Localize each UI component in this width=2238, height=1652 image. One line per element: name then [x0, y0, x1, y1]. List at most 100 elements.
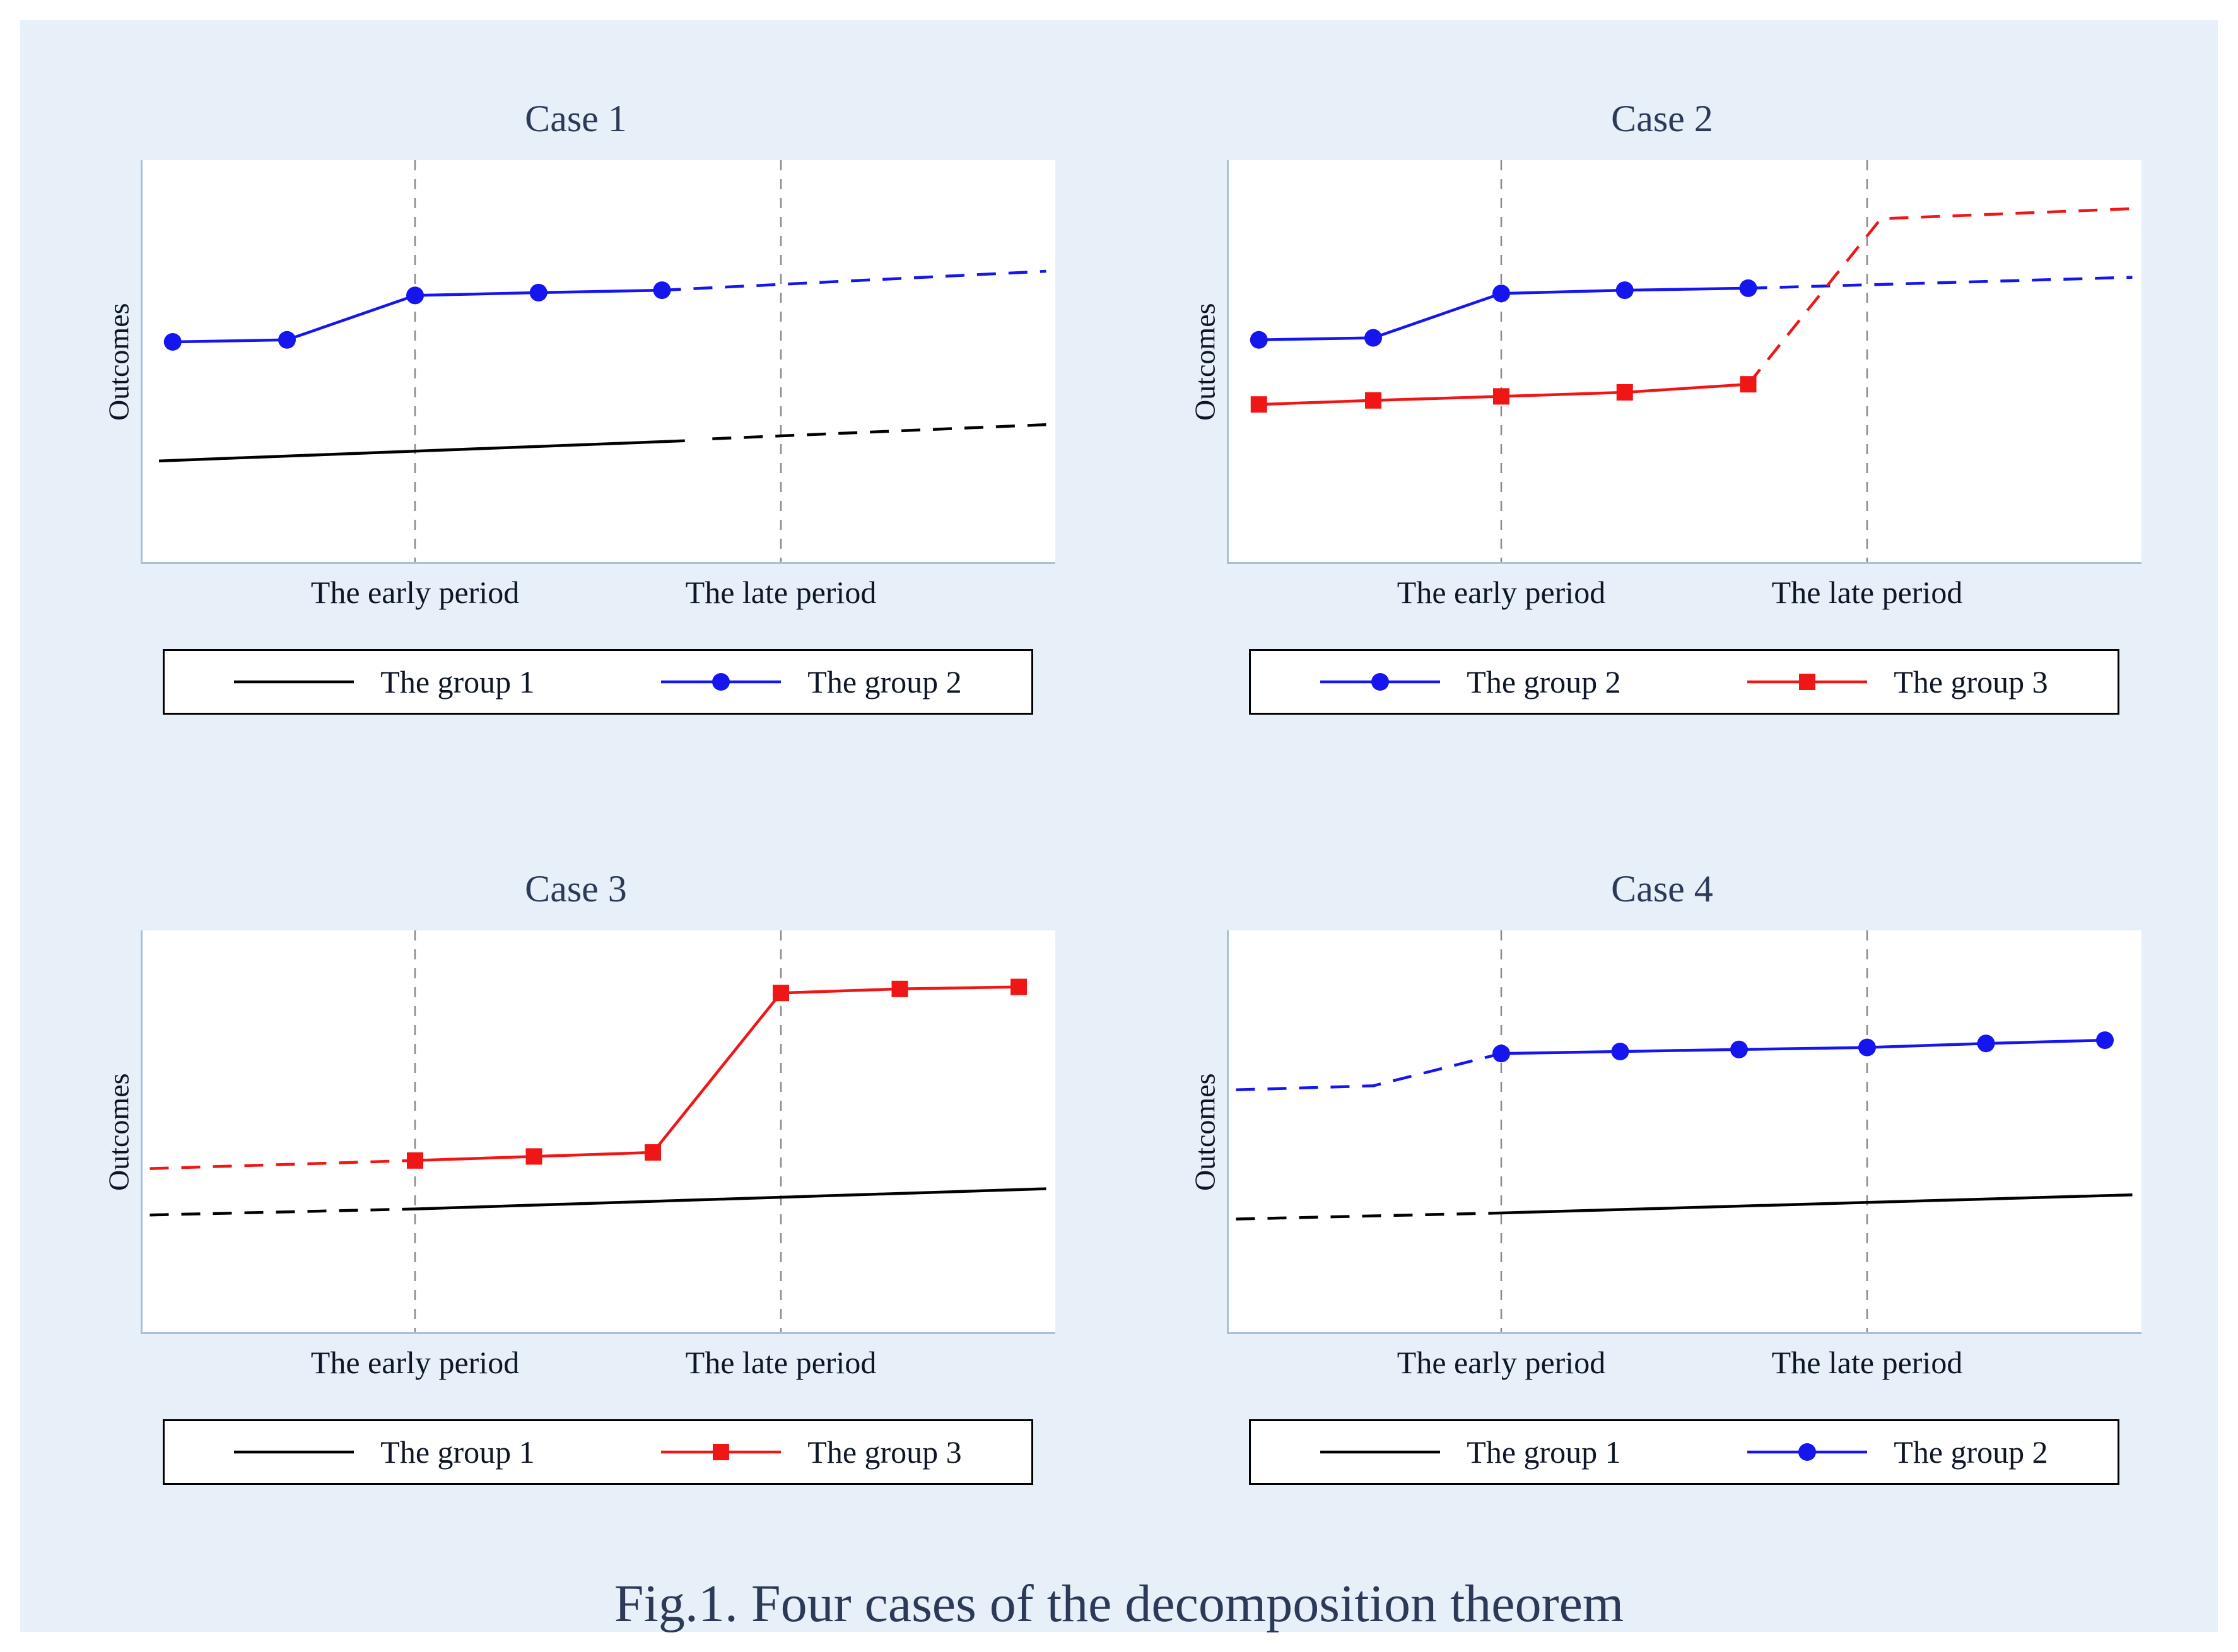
- y-axis-label: Outcomes: [102, 1073, 135, 1192]
- legend-sample-line: [1747, 1443, 1868, 1461]
- circle-marker: [1611, 1043, 1629, 1060]
- legend-label: The group 1: [1467, 1434, 1621, 1470]
- square-marker: [1616, 384, 1633, 401]
- square-marker: [773, 985, 789, 1002]
- x-axis-labels: The early period The late period: [1227, 564, 2141, 621]
- plot-wrap: Outcomes: [1183, 160, 2141, 564]
- series-line: [1236, 1052, 1502, 1092]
- x-tick-label: The early period: [310, 575, 520, 610]
- plot-area: [141, 930, 1055, 1334]
- square-marker: [891, 980, 908, 997]
- square-marker: [1799, 674, 1816, 690]
- legend: The group 1 The group 2: [163, 649, 1033, 715]
- square-marker: [525, 1148, 542, 1165]
- x-tick-label: The late period: [1771, 575, 1963, 610]
- x-axis-labels: The early period The late period: [1227, 1334, 2141, 1391]
- y-axis-label: Outcomes: [102, 303, 135, 421]
- legend-sample-line: [1320, 1450, 1441, 1454]
- legend-item: The group 2: [1257, 664, 1684, 700]
- circle-marker: [1250, 331, 1268, 349]
- series-line: [712, 423, 1046, 440]
- square-marker: [1740, 376, 1757, 393]
- circle-marker: [1858, 1038, 1876, 1057]
- circle-marker: [1364, 329, 1382, 347]
- figure-panel: Case 1 Outcomes The early period The late…: [20, 20, 2218, 1633]
- chart-title: Case 4: [1611, 868, 1713, 910]
- square-marker: [1011, 978, 1027, 995]
- series-line: [1236, 1211, 1502, 1221]
- chart-title: Case 2: [1611, 98, 1713, 139]
- legend-label: The group 2: [807, 664, 962, 700]
- square-marker: [407, 1152, 423, 1169]
- legend-row: The group 1 The group 3: [141, 1419, 1055, 1485]
- series-line: [149, 1159, 416, 1170]
- circle-marker: [1492, 1045, 1510, 1063]
- circle-marker: [529, 283, 548, 302]
- x-tick-label: The early period: [1397, 575, 1606, 610]
- square-marker: [713, 1444, 730, 1460]
- legend-item: The group 1: [171, 1434, 598, 1470]
- x-tick-label: The early period: [310, 1345, 520, 1380]
- x-axis-labels: The early period The late period: [141, 564, 1055, 621]
- legend-item: The group 3: [598, 1434, 1025, 1470]
- legend-item: The group 1: [1257, 1434, 1684, 1470]
- legend-label: The group 3: [1894, 664, 2048, 700]
- chart-case-3: Case 3 Outcomes The early period The late…: [77, 866, 1075, 1485]
- x-tick-label: The late period: [1771, 1345, 1963, 1380]
- legend-row: The group 2 The group 3: [1227, 649, 2141, 715]
- circle-marker: [1371, 673, 1390, 691]
- plot-area: [1227, 160, 2141, 564]
- legend-label: The group 3: [807, 1434, 962, 1470]
- square-marker: [1250, 396, 1267, 413]
- legend-sample-line: [661, 673, 782, 691]
- x-tick-label: The early period: [1397, 1345, 1606, 1380]
- legend-row: The group 1 The group 2: [141, 649, 1055, 715]
- legend-sample-line: [661, 1444, 782, 1460]
- legend-label: The group 2: [1467, 664, 1621, 700]
- square-marker: [1365, 392, 1381, 409]
- series-line: [1747, 207, 2133, 385]
- circle-marker: [1977, 1034, 1995, 1053]
- circle-marker: [1739, 279, 1757, 297]
- series-line: [662, 269, 1046, 292]
- chart-case-4: Case 4 Outcomes The early period The late…: [1163, 866, 2161, 1485]
- charts-grid: Case 1 Outcomes The early period The late…: [20, 20, 2218, 1485]
- plot-wrap: Outcomes: [97, 160, 1055, 564]
- legend-row: The group 1 The group 2: [1227, 1419, 2141, 1485]
- chart-title: Case 1: [525, 98, 627, 139]
- circle-marker: [1615, 281, 1634, 300]
- plot-wrap: Outcomes: [1183, 930, 2141, 1334]
- y-axis-label: Outcomes: [1188, 1073, 1221, 1192]
- plot-area: [1227, 930, 2141, 1334]
- legend-item: The group 1: [171, 664, 598, 700]
- circle-marker: [712, 673, 730, 691]
- square-marker: [645, 1144, 661, 1161]
- circle-marker: [2096, 1031, 2114, 1050]
- legend: The group 2 The group 3: [1249, 649, 2119, 715]
- circle-marker: [278, 331, 296, 349]
- series-line: [149, 1207, 416, 1217]
- legend-item: The group 2: [1684, 1434, 2111, 1470]
- legend-sample-line: [1320, 673, 1441, 691]
- y-axis-label: Outcomes: [1188, 303, 1221, 421]
- legend-sample-line: [234, 1450, 354, 1454]
- x-tick-label: The late period: [685, 575, 877, 610]
- x-tick-label: The late period: [685, 1345, 877, 1380]
- circle-marker: [406, 286, 424, 305]
- square-marker: [1493, 388, 1509, 405]
- legend: The group 1 The group 3: [163, 1419, 1033, 1485]
- circle-marker: [1798, 1443, 1817, 1461]
- legend-item: The group 2: [598, 664, 1025, 700]
- legend-label: The group 1: [380, 1434, 535, 1470]
- x-axis-labels: The early period The late period: [141, 1334, 1055, 1391]
- series-line: [158, 439, 685, 463]
- legend-label: The group 2: [1894, 1434, 2048, 1470]
- figure-caption: Fig.1. Four cases of the decomposition t…: [614, 1574, 1624, 1633]
- legend-label: The group 1: [380, 664, 535, 700]
- circle-marker: [1730, 1040, 1748, 1058]
- series-line: [414, 985, 1019, 1163]
- series-line: [1748, 276, 2133, 290]
- chart-title: Case 3: [525, 868, 627, 910]
- series-line: [1501, 1193, 2133, 1215]
